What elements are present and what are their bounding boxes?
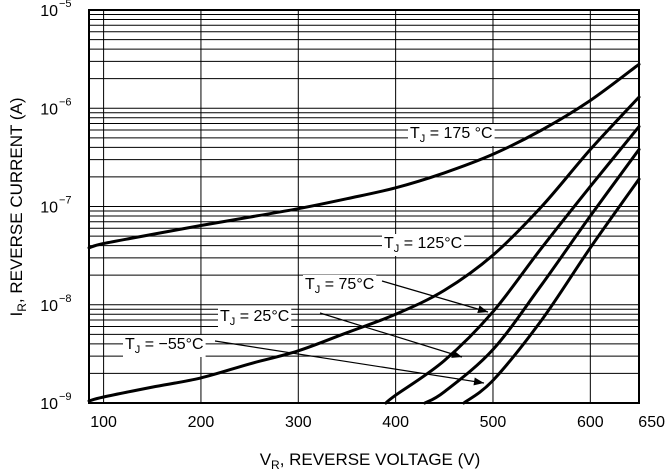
y-tick-exponent: −6 — [59, 96, 72, 108]
label-pointer-line — [381, 280, 489, 313]
plot-frame — [88, 9, 640, 404]
arrowhead-icon — [451, 350, 462, 358]
series-label-background — [408, 124, 495, 146]
series-line-3 — [384, 125, 641, 405]
x-tick-labels: 100 200 300 400 500 600 650 — [90, 414, 665, 431]
x-axis-label: VR, REVERSE VOLTAGE (V) — [260, 450, 481, 472]
y-tick-exponent: −5 — [59, 0, 72, 10]
series-label-3: TJ = 75°C — [305, 276, 374, 296]
x-tick-label: 650 — [638, 414, 665, 431]
arrowhead-icon — [477, 305, 488, 314]
series-label-background — [123, 335, 206, 357]
label-pointers — [214, 280, 489, 386]
series-line-5 — [462, 177, 641, 405]
curves — [87, 62, 641, 405]
series-label-1: TJ = 175 °C — [410, 125, 493, 145]
series-labels: TJ = 175 °C TJ = 125°C TJ = 75°C TJ = 25°C T… — [123, 124, 495, 357]
y-tick-label: 10 — [40, 396, 58, 413]
y-tick-label: 10 — [40, 101, 58, 118]
x-tick-label: 200 — [188, 414, 215, 431]
x-tick-label: 400 — [382, 414, 409, 431]
series-label-background — [218, 307, 292, 329]
x-tick-label: 300 — [285, 414, 312, 431]
y-tick-exponent: −8 — [59, 293, 72, 305]
label-pointer-line — [319, 312, 463, 358]
y-tick-label: 10 — [40, 298, 58, 315]
y-tick-label: 10 — [40, 200, 58, 217]
series-label-2: TJ = 125°C — [384, 235, 462, 255]
series-line-2 — [87, 95, 641, 403]
series-label-background — [303, 275, 377, 297]
y-tick-exponent: −7 — [59, 195, 72, 207]
series-line-4 — [423, 148, 641, 405]
arrowhead-icon — [473, 377, 484, 386]
y-tick-label: 10 — [40, 3, 58, 20]
x-tick-label: 100 — [90, 414, 117, 431]
label-pointer-line — [214, 340, 485, 384]
x-tick-label: 600 — [577, 414, 604, 431]
y-axis-label: IR, REVERSE CURRENT (A) — [7, 97, 29, 316]
series-label-4: TJ = 25°C — [220, 308, 289, 328]
y-tick-exponent: −9 — [59, 391, 72, 403]
series-label-background — [382, 234, 465, 256]
x-tick-label: 500 — [480, 414, 507, 431]
series-label-5: TJ = −55°C — [125, 336, 204, 356]
series-line-1 — [87, 62, 641, 250]
y-tick-labels: 10−910−810−710−610−5 — [40, 0, 71, 413]
